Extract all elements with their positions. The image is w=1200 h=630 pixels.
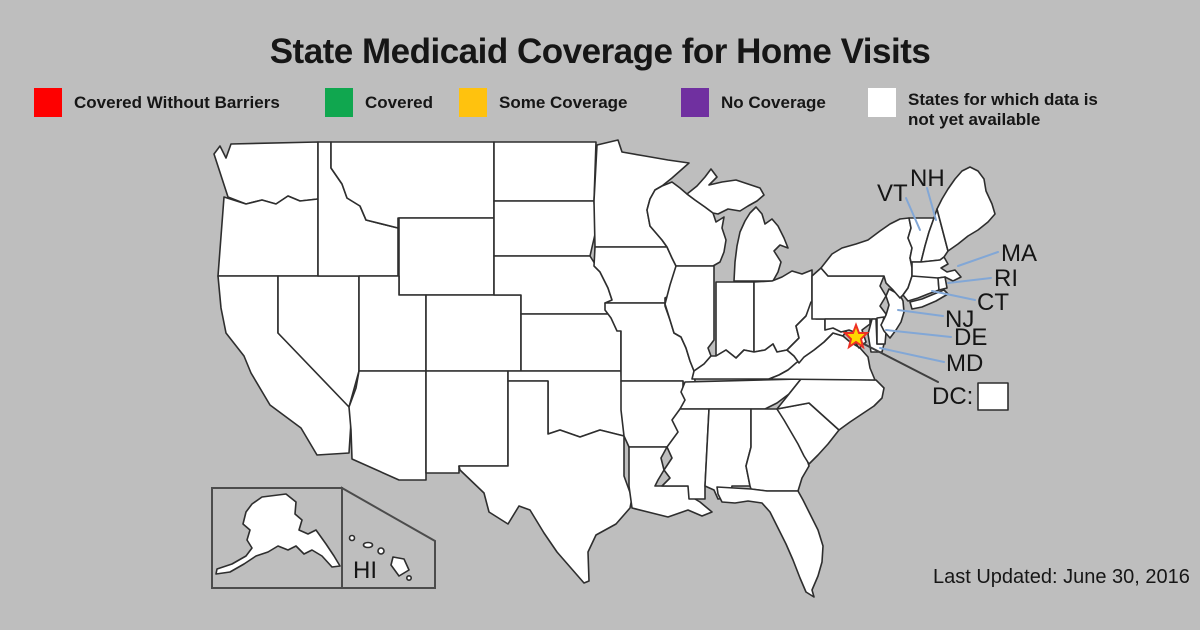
state-mi [686,168,789,282]
legend-item-no-data: States for which data is not yet availab… [868,88,1123,130]
callout-line-de [885,329,952,338]
callout-label-vt: VT [877,180,908,207]
legend-item-covered-without-barriers: Covered Without Barriers [34,88,280,117]
state-ms [661,408,710,500]
callout-label-ma: MA [1001,240,1037,267]
callout-label-dc: DC: [932,383,973,410]
hawaii-label: HI [353,557,377,584]
callout-label-nh: NH [910,165,945,192]
state-nm [425,370,509,474]
legend-label: Covered [365,93,434,112]
legend-label: Some Coverage [499,93,628,112]
state-hi-island [390,556,410,577]
legend-swatch-purple [681,88,709,117]
legend-item-some-coverage: Some Coverage [459,88,628,117]
legend-item-covered: Covered [325,88,433,117]
callout-label-ri: RI [994,265,1018,292]
state-wy [398,217,495,296]
state-nc [776,378,885,431]
state-ri [937,276,948,291]
state-nj [880,288,905,339]
legend-label: No Coverage [721,93,826,112]
callout-line-ri [947,277,992,284]
legend-swatch-yellow [459,88,487,117]
state-nd [493,141,597,202]
state-sd [493,200,597,257]
legend-swatch-green [325,88,353,117]
state-wi [646,181,727,267]
callout-label-ct: CT [977,289,1009,316]
state-al [704,408,752,500]
callout-line-nh [926,187,937,221]
state-co [425,294,522,372]
callout-label-md: MD [946,350,983,377]
dc-star-marker [842,322,870,350]
hawaii-inset-box [341,486,436,589]
state-ks [520,313,622,372]
callout-label-nj: NJ [945,306,974,333]
state-hi-island [377,547,385,555]
state-wa [213,141,319,205]
state-il [664,265,715,372]
last-updated-note: Last Updated: June 30, 2016 [933,566,1190,588]
page-title: State Medicaid Coverage for Home Visits [269,32,931,71]
legend-label: Covered Without Barriers [74,93,280,112]
state-or [217,195,319,277]
dc-swatch [977,382,1009,411]
state-fl [716,486,824,598]
legend-swatch-red [34,88,62,117]
legend-swatch-white [868,88,896,117]
state-az [348,370,427,481]
callout-label-de: DE [954,324,987,351]
callout-line-nj [897,309,944,317]
callout-line-md [879,347,945,363]
legend-item-no-coverage: No Coverage [681,88,826,117]
callout-line-vt [905,197,921,231]
state-ak [215,493,341,575]
legend-label: States for which data is not yet availab… [908,90,1098,129]
callout-line-dc [861,342,939,383]
state-me [936,166,996,252]
state-tx [458,380,633,584]
state-hi-island [362,541,374,549]
callout-line-ma [957,251,999,267]
callout-line-ct [931,290,976,301]
state-hi-island [348,534,356,542]
state-hi-island [405,574,412,581]
state-in [715,281,755,359]
